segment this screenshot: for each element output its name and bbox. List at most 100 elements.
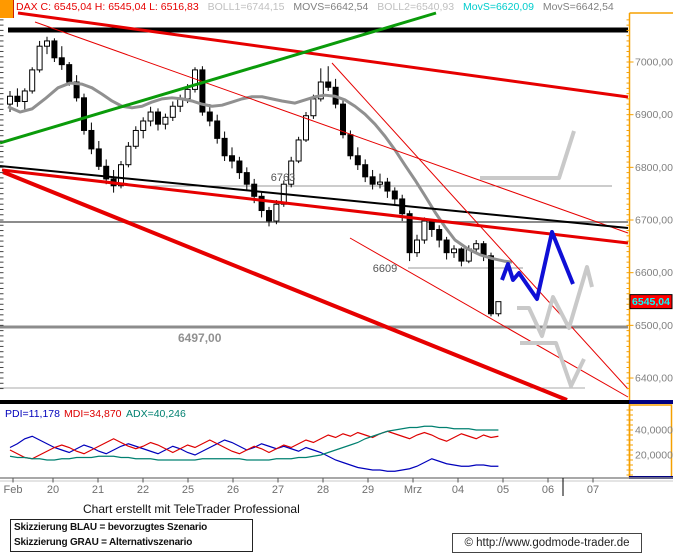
mdi-value-label: MDI=34,870 xyxy=(64,408,122,420)
blue-scenario-sketch xyxy=(500,230,575,301)
legend-gray-scenario: Skizzierung GRAU = Alternativszenario xyxy=(14,537,193,548)
red-trendline xyxy=(2,170,568,402)
candle-body xyxy=(88,129,95,150)
candle-body xyxy=(303,115,309,141)
boll2-readout: BOLL2=6540,93 xyxy=(377,1,455,13)
x-axis-label: 27 xyxy=(272,484,284,496)
candle-body xyxy=(66,64,73,83)
candle-body xyxy=(369,176,376,185)
candle-body xyxy=(310,98,317,117)
candle-body xyxy=(236,160,243,174)
price-chart-canvas[interactable]: 7000,00 6900,00 6800,00 6700,00 6600,00 6500,… xyxy=(0,0,673,500)
candle-body xyxy=(29,69,36,92)
mdi-indicator-line xyxy=(9,430,499,460)
red-trendline xyxy=(349,237,629,398)
red-trendline xyxy=(17,11,629,99)
candle-body xyxy=(229,155,235,162)
candle-body xyxy=(473,243,480,250)
price-axis-label: 6600,00 xyxy=(635,267,673,279)
chart-credit-text: Chart erstellt mit TeleTrader Profession… xyxy=(83,502,300,516)
candle-body xyxy=(58,57,65,66)
candle-body xyxy=(155,111,161,125)
candle-body xyxy=(21,90,28,103)
x-axis-label: 04 xyxy=(452,484,464,496)
candle-body xyxy=(377,181,383,185)
candle-body xyxy=(169,105,176,118)
symbol-corner-flag xyxy=(0,0,14,18)
black-trendline xyxy=(0,165,629,229)
scenario-legend-box: Skizzierung BLAU = bevorzugtes Szenario … xyxy=(10,519,253,552)
price-axis-label: 6900,00 xyxy=(635,109,673,121)
movs-readout: MOVS=6642,54 xyxy=(293,1,369,13)
price-axis-label: 6700,00 xyxy=(635,215,673,227)
candle-body xyxy=(73,81,80,99)
support-label-6497: 6497,00 xyxy=(178,331,222,345)
candle-body xyxy=(266,210,272,222)
candle-body xyxy=(103,165,110,180)
x-axis-label: Feb xyxy=(4,484,23,496)
copyright-url-box: © http://www.godmode-trader.de xyxy=(452,533,642,553)
red-trendline xyxy=(34,21,629,234)
candle-body xyxy=(51,40,58,59)
candle-body xyxy=(118,164,124,187)
movs-cyan-readout: MovS=6620,09 xyxy=(462,1,534,13)
candle-body xyxy=(288,160,295,185)
copyright-url-text: © http://www.godmode-trader.de xyxy=(464,537,630,549)
support-label-6609: 6609 xyxy=(373,263,397,275)
moving-average-line xyxy=(7,81,513,264)
candle-body xyxy=(7,95,13,105)
pdi-value-label: PDI=11,178 xyxy=(5,408,60,420)
x-axis-label: 25 xyxy=(182,484,194,496)
candle-body xyxy=(362,164,369,178)
candle-body xyxy=(421,220,428,241)
x-axis-label: 05 xyxy=(497,484,509,496)
candle-body xyxy=(317,81,324,100)
green-trendline xyxy=(0,11,437,145)
candle-body xyxy=(95,148,102,167)
candle-body xyxy=(125,145,132,166)
candle-body xyxy=(214,120,221,139)
x-axis-label: 07 xyxy=(587,484,599,496)
candle-body xyxy=(495,301,502,315)
candle-body xyxy=(354,155,361,166)
x-axis-label: 06 xyxy=(542,484,554,496)
candle-body xyxy=(36,45,43,71)
candle-body xyxy=(132,129,139,147)
candle-body xyxy=(488,255,494,315)
quote-header: DAX C: 6545,04 H: 6545,04 L: 6516,83 BOL… xyxy=(0,0,673,14)
ohlc-readout: DAX C: 6545,04 H: 6545,04 L: 6516,83 xyxy=(16,1,199,13)
x-axis-label: 20 xyxy=(47,484,59,496)
candle-body xyxy=(147,111,154,122)
candle-body xyxy=(436,228,443,241)
candle-body xyxy=(458,248,465,262)
price-axis-label: 7000,00 xyxy=(635,57,673,69)
candle-body xyxy=(162,116,169,125)
gray-scenario-sketch xyxy=(517,265,594,338)
gray-scenario-sketch xyxy=(520,341,586,388)
candle-body xyxy=(81,97,87,131)
candle-body xyxy=(414,239,420,254)
candle-body xyxy=(199,69,206,113)
price-axis-label: 6800,00 xyxy=(635,162,673,174)
candle-body xyxy=(443,239,450,254)
adx-indicator-line xyxy=(9,425,499,461)
resistance-label-6763: 6763 xyxy=(271,172,295,184)
x-axis-label: 21 xyxy=(92,484,104,496)
main-panel-bottom-border xyxy=(0,400,629,404)
candle-body xyxy=(44,40,50,47)
last-price-marker-text: 6545,04 xyxy=(632,296,670,308)
price-axis-label: 6500,00 xyxy=(635,320,673,332)
candle-body xyxy=(273,203,280,222)
candle-body xyxy=(140,120,147,131)
candle-body xyxy=(258,195,265,212)
red-trendline xyxy=(1,168,629,245)
last-price-marker xyxy=(629,294,673,310)
candle-body xyxy=(451,248,457,254)
adx-value-label: ADX=40,246 xyxy=(126,408,186,420)
candle-body xyxy=(428,220,435,230)
x-axis-label: 26 xyxy=(227,484,239,496)
indicator-axis-box xyxy=(628,404,673,478)
pdi-indicator-line xyxy=(9,435,499,472)
boll1-readout: BOLL1=6744,15 xyxy=(207,1,285,13)
